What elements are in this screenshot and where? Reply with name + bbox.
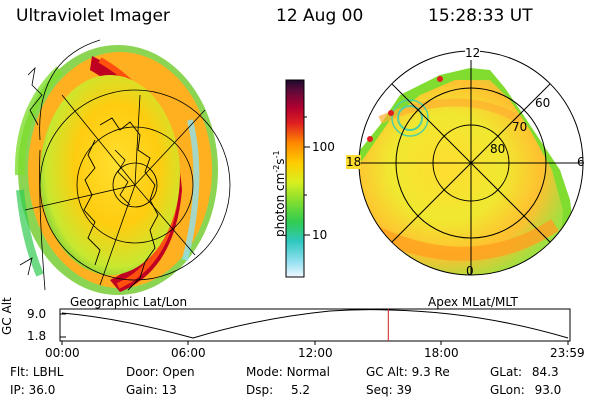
glat-field: GLat: 84.3: [490, 365, 559, 379]
glon-field: GLon: 93.0: [490, 383, 562, 397]
mode-field: Mode: Normal: [246, 365, 330, 379]
mlt-label-0: 0: [466, 264, 474, 278]
gcalt-field: GC Alt: 9.3 Re: [366, 365, 450, 379]
geographic-caption: Geographic Lat/Lon: [70, 295, 188, 309]
instrument-title: Ultraviolet Imager: [16, 6, 170, 26]
ip-field: IP: 36.0: [10, 383, 56, 397]
alt-ytick-low: 1.8: [27, 329, 47, 343]
alt-xtick: 12:00: [298, 346, 333, 360]
apex-caption: Apex MLat/MLT: [428, 295, 518, 309]
geographic-image: [14, 39, 231, 295]
flt-field: Flt: LBHL: [10, 365, 64, 379]
alt-xtick: 23:59: [550, 346, 585, 360]
alt-xtick: 06:00: [171, 346, 206, 360]
colorbar-unit-label: photon cm-2s-1: [272, 150, 287, 237]
dsp-field: Dsp: 5.2: [246, 383, 311, 397]
mlt-label-6: 6: [577, 155, 585, 169]
mlat-label-60: 60: [535, 96, 551, 110]
colorbar-tick-10: 10: [312, 228, 328, 242]
alt-xtick: 00:00: [45, 346, 80, 360]
observation-date: 12 Aug 00: [276, 6, 364, 26]
colorbar: [285, 79, 310, 278]
mlat-label-80: 80: [490, 142, 506, 156]
mlt-label-12: 12: [465, 46, 481, 60]
gain-field: Gain: 13: [126, 383, 177, 397]
mlat-label-70: 70: [512, 120, 528, 134]
door-field: Door: Open: [126, 365, 195, 379]
polar-image: [358, 50, 584, 276]
alt-ytick-high: 9.0: [27, 307, 47, 321]
observation-time: 15:28:33 UT: [428, 6, 533, 26]
gc-alt-axis-label: GC Alt: [0, 297, 14, 335]
seq-field: Seq: 39: [366, 383, 412, 397]
alt-xtick: 18:00: [424, 346, 459, 360]
altitude-plot: [59, 308, 571, 345]
mlt-label-18: 18: [346, 155, 362, 169]
colorbar-tick-100: 100: [312, 140, 335, 154]
